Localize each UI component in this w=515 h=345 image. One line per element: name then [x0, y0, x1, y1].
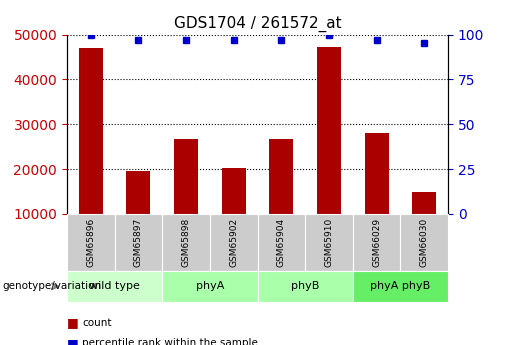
- Text: ■: ■: [67, 316, 79, 329]
- Bar: [413, 193, 436, 214]
- Text: phyA: phyA: [196, 282, 224, 291]
- Text: GSM65898: GSM65898: [182, 218, 191, 267]
- Bar: [174, 139, 198, 214]
- Bar: [269, 139, 293, 214]
- Bar: [127, 171, 150, 214]
- Text: GSM65902: GSM65902: [229, 218, 238, 267]
- Text: GSM66029: GSM66029: [372, 218, 381, 267]
- Text: GSM65910: GSM65910: [324, 218, 333, 267]
- Text: GSM65896: GSM65896: [87, 218, 95, 267]
- Text: GSM65904: GSM65904: [277, 218, 286, 267]
- Text: wild type: wild type: [89, 282, 140, 291]
- Text: percentile rank within the sample: percentile rank within the sample: [82, 338, 259, 345]
- Text: ■: ■: [67, 337, 79, 345]
- Text: phyA phyB: phyA phyB: [370, 282, 431, 291]
- Text: GSM65897: GSM65897: [134, 218, 143, 267]
- Bar: [222, 168, 246, 214]
- Bar: [365, 133, 388, 214]
- Text: count: count: [82, 318, 112, 327]
- Text: genotype/variation: genotype/variation: [3, 282, 101, 291]
- Text: phyB: phyB: [291, 282, 319, 291]
- Bar: [317, 47, 341, 214]
- Text: GSM66030: GSM66030: [420, 218, 428, 267]
- Bar: [79, 48, 102, 214]
- Text: GDS1704 / 261572_at: GDS1704 / 261572_at: [174, 16, 341, 32]
